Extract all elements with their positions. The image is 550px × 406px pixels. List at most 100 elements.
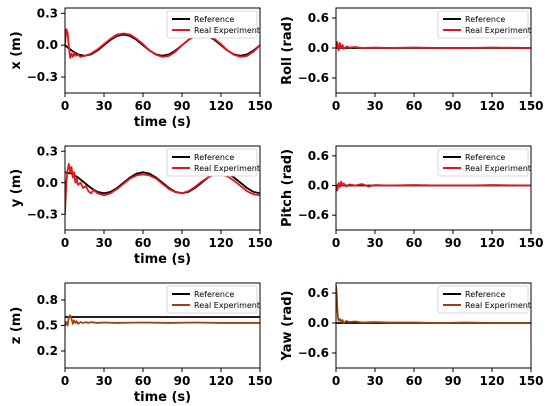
legend: Reference Real Experiment: [437, 285, 531, 314]
y-tick-label: 0.0: [308, 41, 329, 55]
x-tick-label: 120: [479, 374, 504, 388]
y-tick-label: −0.3: [27, 207, 58, 221]
x-tick-label: 90: [174, 99, 191, 113]
chart-panel-3: 0 30 60 90 120 150 −0.3 0.0 0.3 time (s) y (m) Refe…: [9, 144, 273, 267]
y-tick-label: −0.6: [298, 71, 329, 85]
x-tick-label: 150: [247, 99, 272, 113]
y-tick-label: 0.3: [37, 6, 58, 20]
y-tick-label: −0.6: [298, 346, 329, 360]
axes-frame: [335, 7, 532, 94]
chart-panel-6: 0 30 60 90 120 150 −0.6 0.0 0.6 Yaw (rad) Referenc…: [280, 282, 544, 388]
x-tick-label: 150: [518, 236, 543, 250]
y-tick-label: 0.5: [37, 319, 58, 333]
x-tick-label: 120: [208, 99, 233, 113]
series-line-real-experiment: [336, 180, 531, 192]
x-tick-label: 120: [208, 236, 233, 250]
legend-box: [166, 10, 258, 39]
legend-entry: Real Experiment: [194, 26, 260, 35]
legend-entry: Reference: [194, 15, 234, 24]
x-tick-label: 60: [406, 236, 423, 250]
x-tick-label: 60: [135, 374, 152, 388]
x-tick-label: 60: [135, 99, 152, 113]
y-tick-label: 0.0: [37, 38, 58, 52]
legend-entry: Real Experiment: [194, 164, 260, 173]
legend-entry: Reference: [465, 290, 505, 299]
x-tick-label: 60: [406, 99, 423, 113]
y-tick-label: −0.3: [27, 70, 58, 84]
y-tick-label: 0.6: [308, 149, 329, 163]
x-tick-label: 30: [367, 236, 384, 250]
x-tick-label: 150: [247, 236, 272, 250]
y-tick-label: 0.6: [308, 286, 329, 300]
x-tick-label: 90: [445, 374, 462, 388]
x-tick-label: 0: [61, 374, 69, 388]
y-tick-label: −0.6: [298, 208, 329, 222]
legend-entry: Real Experiment: [465, 164, 531, 173]
x-tick-label: 0: [332, 236, 340, 250]
legend-box: [437, 148, 529, 177]
legend-entry: Real Experiment: [465, 26, 531, 35]
x-tick-label: 120: [479, 99, 504, 113]
y-axis-label: y (m): [9, 169, 24, 207]
legend: Reference Real Experiment: [166, 285, 260, 314]
x-tick-label: 120: [208, 374, 233, 388]
x-tick-label: 150: [518, 99, 543, 113]
legend-box: [437, 285, 529, 314]
legend-entry: Reference: [465, 15, 505, 24]
y-axis-label: Pitch (rad): [280, 149, 295, 227]
series-line-real-experiment: [336, 285, 531, 324]
x-tick-label: 60: [135, 236, 152, 250]
legend-entry: Reference: [465, 153, 505, 162]
axes-frame: [335, 145, 532, 231]
legend: Reference Real Experiment: [437, 10, 531, 39]
x-tick-label: 30: [96, 374, 113, 388]
x-tick-label: 150: [247, 374, 272, 388]
series-line-real-experiment: [65, 28, 260, 59]
legend-entry: Real Experiment: [465, 301, 531, 310]
chart-panel-1: 0 30 60 90 120 150 −0.3 0.0 0.3 time (s) x (m) Refe…: [9, 6, 273, 130]
x-tick-label: 0: [61, 99, 69, 113]
x-tick-label: 90: [445, 99, 462, 113]
legend-box: [166, 285, 258, 314]
x-tick-label: 30: [367, 374, 384, 388]
y-axis-label: Yaw (rad): [280, 291, 295, 362]
x-tick-label: 120: [479, 236, 504, 250]
y-tick-label: 0.2: [37, 344, 58, 358]
y-tick-label: 0.8: [37, 293, 58, 307]
y-tick-label: 0.6: [308, 11, 329, 25]
x-axis-label: time (s): [134, 115, 191, 130]
legend: Reference Real Experiment: [166, 148, 260, 177]
chart-panel-5: 0 30 60 90 120 150 0.2 0.5 0.8 time (s) z (m) Refer…: [9, 282, 273, 405]
legend-box: [437, 10, 529, 39]
x-axis-label: time (s): [134, 390, 191, 405]
x-tick-label: 60: [406, 374, 423, 388]
axes-frame: [335, 282, 532, 369]
chart-panel-4: 0 30 60 90 120 150 −0.6 0.0 0.6 Pitch (rad) Refere…: [280, 145, 544, 250]
legend-entry: Real Experiment: [194, 301, 260, 310]
y-axis-label: x (m): [9, 31, 24, 69]
x-tick-label: 30: [367, 99, 384, 113]
legend-entry: Reference: [194, 290, 234, 299]
x-tick-label: 0: [332, 99, 340, 113]
legend: Reference Real Experiment: [437, 148, 531, 177]
y-axis-label: z (m): [9, 307, 24, 345]
x-tick-label: 90: [174, 236, 191, 250]
axes-frame: [64, 145, 261, 231]
x-tick-label: 150: [518, 374, 543, 388]
x-axis-label: time (s): [134, 252, 191, 267]
y-axis-label: Roll (rad): [280, 16, 295, 85]
legend-entry: Reference: [194, 153, 234, 162]
x-tick-label: 90: [445, 236, 462, 250]
series-line-real-experiment: [65, 314, 260, 327]
series-line-real-experiment: [336, 41, 531, 52]
axes-frame: [64, 7, 261, 94]
chart-panel-2: 0 30 60 90 120 150 −0.6 0.0 0.6 Roll (rad) Referen…: [280, 7, 544, 113]
y-tick-label: 0.0: [308, 179, 329, 193]
y-tick-label: 0.0: [308, 316, 329, 330]
y-tick-label: 0.3: [37, 144, 58, 158]
legend: Reference Real Experiment: [166, 10, 260, 39]
legend-box: [166, 148, 258, 177]
x-tick-label: 0: [61, 236, 69, 250]
x-tick-label: 30: [96, 236, 113, 250]
